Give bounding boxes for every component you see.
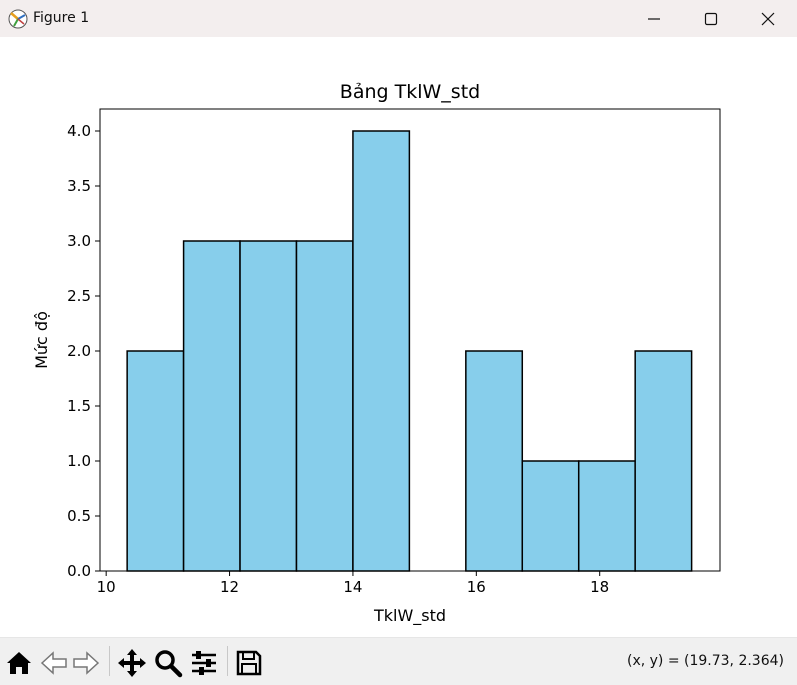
histogram-bar: [295, 240, 354, 572]
histogram-bar: [521, 460, 580, 572]
x-tick-label: 14: [343, 578, 362, 596]
configure-subplots-icon: [192, 651, 216, 675]
figure-canvas[interactable]: 10 12 14 16 18 0.0 0.5 1.0 1.5 2.0 2.5 3.0 3.5 4.0 B…: [0, 37, 797, 637]
x-tick-label: 18: [590, 578, 609, 596]
pan-button[interactable]: [117, 648, 147, 678]
histogram-bar: [239, 240, 298, 572]
y-tick-label: 3.0: [67, 232, 91, 250]
histogram-bar: [352, 130, 411, 572]
maximize-icon: [704, 12, 718, 26]
histogram-bar: [182, 240, 241, 572]
save-icon: [236, 650, 262, 676]
histogram-bar: [126, 350, 185, 572]
y-tick-label: 1.0: [67, 452, 91, 470]
histogram-bar: [465, 350, 524, 572]
back-button[interactable]: [39, 648, 69, 678]
y-tick-label: 2.5: [67, 287, 91, 305]
window-titlebar: Figure 1: [0, 0, 797, 37]
y-tick-label: 4.0: [67, 122, 91, 140]
home-button[interactable]: [4, 648, 34, 678]
cursor-coordinates: (x, y) = (19.73, 2.364): [626, 653, 784, 669]
close-icon: [761, 12, 775, 26]
toolbar-separator: [109, 646, 110, 676]
y-tick-label: 3.5: [67, 177, 91, 195]
chart-title: Bảng TklW_std: [340, 81, 480, 103]
save-button[interactable]: [234, 648, 264, 678]
close-button[interactable]: [739, 0, 797, 37]
matplotlib-icon: [8, 9, 28, 29]
window-title: Figure 1: [33, 10, 90, 26]
forward-button[interactable]: [71, 648, 101, 678]
back-icon: [40, 651, 67, 675]
minimize-icon: [648, 18, 660, 20]
histogram-bar: [577, 460, 636, 572]
x-tick-label: 12: [220, 578, 239, 596]
minimize-button[interactable]: [625, 0, 683, 37]
home-icon: [7, 652, 31, 674]
toolbar-separator: [227, 646, 228, 676]
x-tick-label: 16: [467, 578, 486, 596]
axes-frame: [99, 108, 721, 572]
zoom-icon: [155, 650, 183, 678]
pan-icon: [118, 649, 146, 677]
histogram-bar: [634, 350, 693, 572]
y-tick-label: 0.5: [67, 507, 91, 525]
y-axis-label: Mức độ: [32, 311, 51, 369]
y-tick-label: 1.5: [67, 397, 91, 415]
y-tick-label: 0.0: [67, 562, 91, 580]
navigation-toolbar: (x, y) = (19.73, 2.364): [0, 637, 797, 685]
maximize-button[interactable]: [682, 0, 740, 37]
forward-icon: [73, 651, 100, 675]
y-tick-label: 2.0: [67, 342, 91, 360]
x-axis-label: TklW_std: [373, 606, 446, 626]
configure-subplots-button[interactable]: [189, 648, 219, 678]
zoom-button[interactable]: [153, 648, 183, 678]
x-tick-label: 10: [97, 578, 116, 596]
histogram-chart: 10 12 14 16 18 0.0 0.5 1.0 1.5 2.0 2.5 3.0 3.5 4.0 B…: [32, 81, 721, 626]
